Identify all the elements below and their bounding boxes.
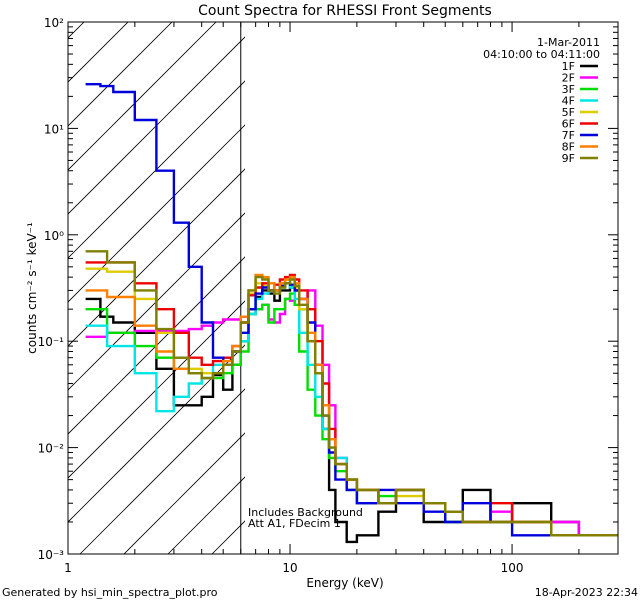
footer-generator: Generated by hsi_min_spectra_plot.pro bbox=[2, 586, 218, 599]
y-tick-label: 10⁻² bbox=[38, 442, 65, 456]
annotation-attenuator-note: Att A1, FDecim 1 bbox=[248, 517, 341, 530]
x-tick-label: 10 bbox=[282, 561, 297, 575]
legend-label-1F: 1F bbox=[562, 60, 575, 73]
hatch-line bbox=[123, 432, 245, 554]
hatch-line bbox=[68, 344, 245, 523]
attenuator-hatch-region bbox=[68, 22, 245, 554]
x-tick-label: 100 bbox=[501, 561, 524, 575]
x-axis-label: Energy (keV) bbox=[306, 576, 383, 590]
plot-frame bbox=[67, 21, 619, 555]
y-tick-labels: 10⁻³ 10⁻² 10⁻¹ 10⁰ 10¹ 10² bbox=[38, 16, 65, 562]
hatch-line bbox=[68, 124, 245, 303]
y-tick-label: 10⁻¹ bbox=[38, 335, 65, 349]
y-tick-label: 10² bbox=[44, 16, 64, 30]
legend-label-5F: 5F bbox=[562, 106, 575, 119]
hatch-line bbox=[68, 168, 245, 347]
hatch-line bbox=[68, 256, 245, 435]
annotation-background-note: Includes Background bbox=[248, 506, 363, 519]
axis-ticks bbox=[67, 21, 619, 555]
hatch-line bbox=[68, 36, 245, 215]
hatch-line bbox=[68, 212, 245, 391]
legend-label-4F: 4F bbox=[562, 95, 575, 108]
y-tick-label: 10¹ bbox=[44, 122, 64, 136]
hatch-line bbox=[68, 22, 217, 171]
hatch-line bbox=[68, 80, 245, 259]
footer-timestamp: 18-Apr-2023 22:34 bbox=[535, 586, 638, 599]
y-tick-label: 10⁰ bbox=[44, 229, 64, 243]
observation-time-range: 04:10:00 to 04:11:00 bbox=[483, 48, 600, 61]
hatch-line bbox=[79, 388, 245, 554]
series-line-9F bbox=[85, 250, 618, 537]
x-tick-label: 1 bbox=[64, 561, 72, 575]
hatch-line bbox=[68, 22, 173, 127]
y-axis-label: counts cm⁻² s⁻¹ keV⁻¹ bbox=[25, 222, 39, 354]
observation-date: 1-Mar-2011 bbox=[537, 36, 600, 49]
legend-label-3F: 3F bbox=[562, 83, 575, 96]
series-layer bbox=[85, 83, 618, 544]
x-tick-labels: 1 10 100 bbox=[64, 561, 523, 575]
legend-label-8F: 8F bbox=[562, 141, 575, 154]
legend-label-6F: 6F bbox=[562, 118, 575, 131]
legend-label-9F: 9F bbox=[562, 152, 575, 165]
y-tick-label: 10⁻³ bbox=[38, 548, 65, 562]
chart-title: Count Spectra for RHESSI Front Segments bbox=[198, 3, 492, 19]
legend-label-7F: 7F bbox=[562, 129, 575, 142]
hatch-line bbox=[68, 300, 245, 479]
legend-label-2F: 2F bbox=[562, 72, 575, 85]
